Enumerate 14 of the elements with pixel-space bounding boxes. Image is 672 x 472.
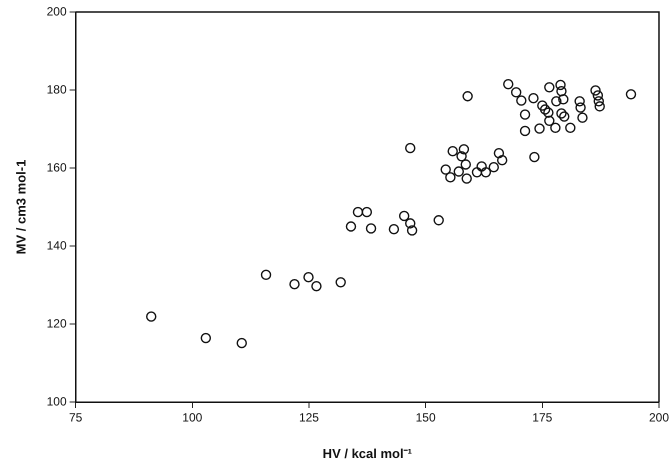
y-axis-title: MV / cm3 mol-1 <box>13 160 28 254</box>
y-tick-label: 160 <box>46 160 67 174</box>
x-axis-title: HV / kcal mol⁻¹ <box>322 446 412 461</box>
x-tick-label: 100 <box>182 410 203 425</box>
x-tick-label: 150 <box>416 410 436 425</box>
x-tick-label: 75 <box>68 410 83 425</box>
y-tick-label: 180 <box>46 82 67 96</box>
y-tick-label: 200 <box>46 4 67 18</box>
x-tick-label: 125 <box>298 410 320 425</box>
y-tick-label: 140 <box>46 238 67 252</box>
y-tick-label: 120 <box>46 316 67 330</box>
x-tick-label: 200 <box>648 410 670 425</box>
x-tick-label: 175 <box>532 410 553 425</box>
y-tick-label: 100 <box>46 394 67 408</box>
